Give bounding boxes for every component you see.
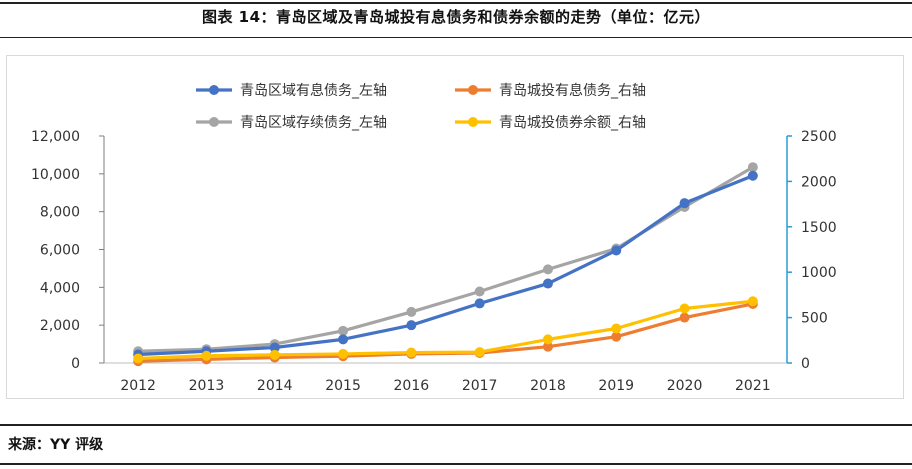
data-point (406, 347, 417, 358)
x-tick-label: 2020 (667, 378, 703, 394)
series-line (136, 299, 755, 361)
bottom-rule (0, 463, 912, 465)
x-tick-label: 2012 (120, 378, 156, 394)
data-point (747, 296, 758, 307)
left-tick-label: 2,000 (40, 318, 80, 334)
data-point (474, 298, 485, 309)
data-point (474, 286, 485, 297)
top-rule (0, 2, 912, 4)
legend-label: 青岛区域有息债务_左轴 (240, 82, 387, 99)
data-point (747, 170, 758, 181)
data-point (747, 162, 758, 173)
left-tick-label: 12,000 (31, 129, 80, 145)
right-tick-label: 2000 (801, 174, 837, 190)
x-tick-label: 2013 (189, 378, 225, 394)
legend-swatch-marker (468, 85, 478, 95)
right-tick-label: 1000 (801, 265, 837, 281)
data-point (406, 320, 417, 331)
data-point (474, 347, 485, 358)
left-tick-label: 8,000 (40, 205, 80, 221)
right-tick-label: 0 (801, 356, 810, 372)
source-top-rule (0, 424, 912, 426)
legend-swatch-marker (209, 117, 219, 127)
right-tick-label: 1500 (801, 220, 837, 236)
source-note: 来源：YY 评级 (8, 437, 104, 453)
data-point (679, 198, 690, 209)
x-tick-label: 2018 (530, 378, 566, 394)
series-line (136, 174, 755, 357)
legend-swatch-marker (468, 117, 478, 127)
data-point (269, 342, 280, 353)
right-tick-label: 500 (801, 311, 828, 327)
x-tick-label: 2017 (462, 378, 498, 394)
data-point (338, 325, 349, 336)
data-point (542, 334, 553, 345)
data-point (542, 278, 553, 289)
data-point (542, 264, 553, 275)
legend-swatch-marker (209, 85, 219, 95)
legend-label: 青岛区域存续债务_左轴 (240, 114, 387, 131)
x-tick-label: 2016 (394, 378, 430, 394)
x-tick-label: 2021 (735, 378, 771, 394)
left-tick-label: 4,000 (40, 280, 80, 296)
data-point (338, 334, 349, 345)
data-point (611, 323, 622, 334)
x-tick-label: 2019 (598, 378, 634, 394)
figure-title: 图表 14：青岛区域及青岛城投有息债务和债券余额的走势（单位：亿元） (201, 8, 711, 26)
legend-label: 青岛城投债券余额_右轴 (499, 114, 646, 131)
data-point (133, 353, 144, 364)
legend-label: 青岛城投有息债务_右轴 (499, 82, 646, 99)
data-point (338, 348, 349, 359)
x-tick-label: 2014 (257, 378, 293, 394)
data-point (611, 245, 622, 256)
x-tick-label: 2015 (325, 378, 361, 394)
title-rule (0, 37, 912, 38)
left-tick-label: 6,000 (40, 243, 80, 259)
data-point (406, 306, 417, 317)
data-point (269, 349, 280, 360)
left-tick-label: 10,000 (31, 167, 80, 183)
data-point (542, 341, 553, 352)
right-tick-label: 2500 (801, 129, 837, 145)
data-point (679, 312, 690, 323)
chart-frame (6, 55, 904, 399)
left-tick-label: 0 (71, 356, 80, 372)
data-point (611, 331, 622, 342)
data-point (679, 303, 690, 314)
data-point (201, 350, 212, 361)
